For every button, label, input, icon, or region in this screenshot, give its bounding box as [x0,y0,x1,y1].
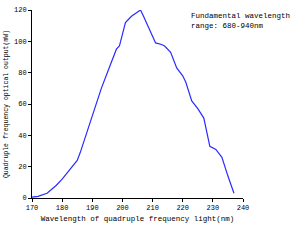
svg-text:0: 0 [22,194,26,202]
svg-text:120: 120 [14,6,27,14]
svg-text:Fundamental wavelengthrange: 6: Fundamental wavelengthrange: 680-940nm [191,12,290,30]
svg-text:190: 190 [86,204,99,212]
svg-text:Wavelength of quadruple freque: Wavelength of quadruple frequency light(… [41,215,235,223]
svg-text:60: 60 [18,100,26,108]
svg-text:200: 200 [116,204,129,212]
svg-text:170: 170 [26,204,39,212]
svg-text:240: 240 [237,204,250,212]
svg-text:230: 230 [207,204,220,212]
svg-text:40: 40 [18,132,26,140]
svg-text:80: 80 [18,69,26,77]
svg-text:220: 220 [176,204,189,212]
svg-text:Quadruple frequency optical ou: Quadruple frequency optical output(mW) [3,30,10,178]
svg-text:210: 210 [146,204,159,212]
svg-text:180: 180 [56,204,69,212]
svg-text:100: 100 [14,38,27,46]
svg-text:20: 20 [18,163,26,171]
